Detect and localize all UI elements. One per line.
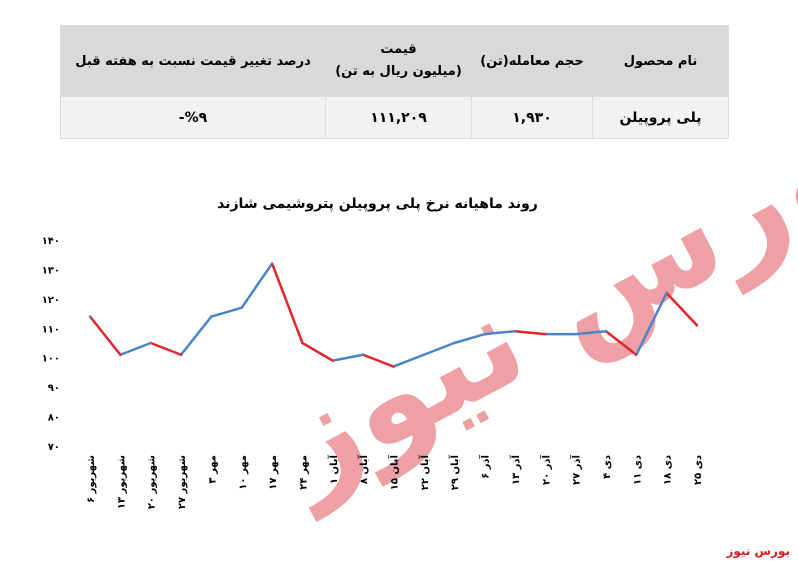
cell-price: ۱۱۱,۲۰۹ xyxy=(325,96,472,139)
header-product: نام محصول xyxy=(592,25,729,97)
x-tick-label: ۱۳ شهریور xyxy=(116,455,127,509)
series-segment xyxy=(392,353,426,368)
x-tick-label: ۸ آبان xyxy=(357,454,370,484)
series-line xyxy=(88,262,699,368)
data-point xyxy=(665,291,668,295)
x-tick-label: ۶ آذر xyxy=(479,454,492,478)
chart-title: روند ماهیانه نرخ پلی پروپیلن پتروشیمی شا… xyxy=(217,196,538,212)
table-row: پلی پروپیلن ۱,۹۳۰ ۱۱۱,۲۰۹ %۹- xyxy=(60,96,729,139)
data-point xyxy=(270,262,274,265)
series-segment xyxy=(452,332,486,345)
cell-product: پلی پروپیلن xyxy=(592,96,729,139)
x-tick-label: ۱۷ مهر xyxy=(268,455,279,490)
data-point xyxy=(301,341,304,345)
price-table: نام محصول حجم معامله(تن) قیمت (میلیون ری… xyxy=(60,25,729,139)
data-point xyxy=(392,365,395,368)
series-segment xyxy=(149,341,183,357)
series-segment xyxy=(604,329,638,357)
brand-label: بورس نیوز xyxy=(726,544,790,558)
data-point xyxy=(149,341,152,345)
series-segment xyxy=(422,341,456,357)
x-axis: ۶ شهریور ۱۳ شهریور ۲۰ شهریور ۲۷ شهریور ۳ مهر… xyxy=(86,454,704,509)
y-axis: ۱۴۰ ۱۳۰ ۱۲۰ ۱۱۰ ۱۰۰ ۹۰ ۸۰ ۷۰ xyxy=(42,236,60,453)
x-tick-label: ۲۰ آذر xyxy=(539,454,552,485)
x-tick-label: ۳ مهر xyxy=(207,455,218,484)
data-point xyxy=(635,353,638,356)
data-point xyxy=(513,330,517,333)
header-price-line2: (میلیون ریال به تن) xyxy=(335,64,462,79)
series-segment xyxy=(483,329,517,336)
data-point xyxy=(544,332,547,336)
series-segment xyxy=(179,315,213,357)
series-segment xyxy=(361,353,395,368)
x-tick-label: ۲۲ آبان xyxy=(418,454,431,490)
x-tick-label: ۴ دی xyxy=(602,455,613,479)
x-tick-label: ۱۳ آذر xyxy=(509,454,522,485)
data-point xyxy=(361,353,365,356)
series-segment xyxy=(88,315,122,357)
data-point xyxy=(240,306,243,309)
series-segment xyxy=(210,306,243,318)
series-segment xyxy=(635,291,668,357)
series-segment xyxy=(665,291,699,327)
series-segment xyxy=(331,353,365,362)
y-tick-label: ۷۰ xyxy=(48,442,60,453)
x-tick-label: ۱۵ آبان xyxy=(388,454,401,490)
watermark-logo: بورس نیوز xyxy=(244,62,798,523)
series-segment xyxy=(119,341,152,357)
series-segment xyxy=(513,329,547,336)
y-tick-label: ۱۱۰ xyxy=(42,324,60,335)
header-volume: حجم معامله(تن) xyxy=(471,25,593,97)
y-tick-label: ۹۰ xyxy=(48,383,60,394)
y-tick-label: ۱۳۰ xyxy=(42,265,60,276)
cell-change: %۹- xyxy=(60,96,326,139)
x-tick-label: ۱۱ دی xyxy=(632,455,643,485)
y-tick-label: ۱۲۰ xyxy=(42,295,60,306)
x-tick-label: ۲۵ دی xyxy=(693,455,704,485)
y-tick-label: ۱۰۰ xyxy=(42,354,60,365)
x-tick-label: ۱۸ دی xyxy=(663,455,674,485)
data-point xyxy=(453,341,456,345)
data-point xyxy=(695,324,699,327)
data-point xyxy=(119,353,122,356)
x-tick-label: ۲۴ مهر xyxy=(298,455,309,490)
header-price-line1: قیمت xyxy=(380,42,417,57)
cell-volume: ۱,۹۳۰ xyxy=(471,96,593,139)
x-tick-label: ۱ آبان xyxy=(327,454,340,484)
y-tick-label: ۱۴۰ xyxy=(42,236,60,247)
series-segment xyxy=(574,329,608,336)
header-change: درصد تغییر قیمت نسبت به هفته قبل xyxy=(60,25,326,97)
data-point xyxy=(331,359,334,362)
data-point xyxy=(483,332,486,336)
watermark-text: بورس نیوز xyxy=(244,62,798,523)
x-tick-label: ۲۰ شهریور xyxy=(147,455,158,509)
data-point xyxy=(210,315,213,318)
data-point xyxy=(604,330,608,333)
x-tick-label: ۲۷ آذر xyxy=(570,454,583,485)
x-tick-label: ۲۷ شهریور xyxy=(177,455,188,509)
series-segment xyxy=(270,262,304,345)
data-point xyxy=(574,332,577,336)
y-tick-label: ۸۰ xyxy=(48,413,60,424)
x-tick-label: ۶ شهریور xyxy=(86,455,97,503)
data-point xyxy=(422,353,426,356)
data-point xyxy=(88,315,92,318)
data-point xyxy=(179,353,183,356)
series-segment xyxy=(301,341,335,362)
x-tick-label: ۱۰ مهر xyxy=(238,455,249,490)
series-segment xyxy=(240,262,274,309)
x-tick-label: ۲۹ آبان xyxy=(448,454,461,490)
